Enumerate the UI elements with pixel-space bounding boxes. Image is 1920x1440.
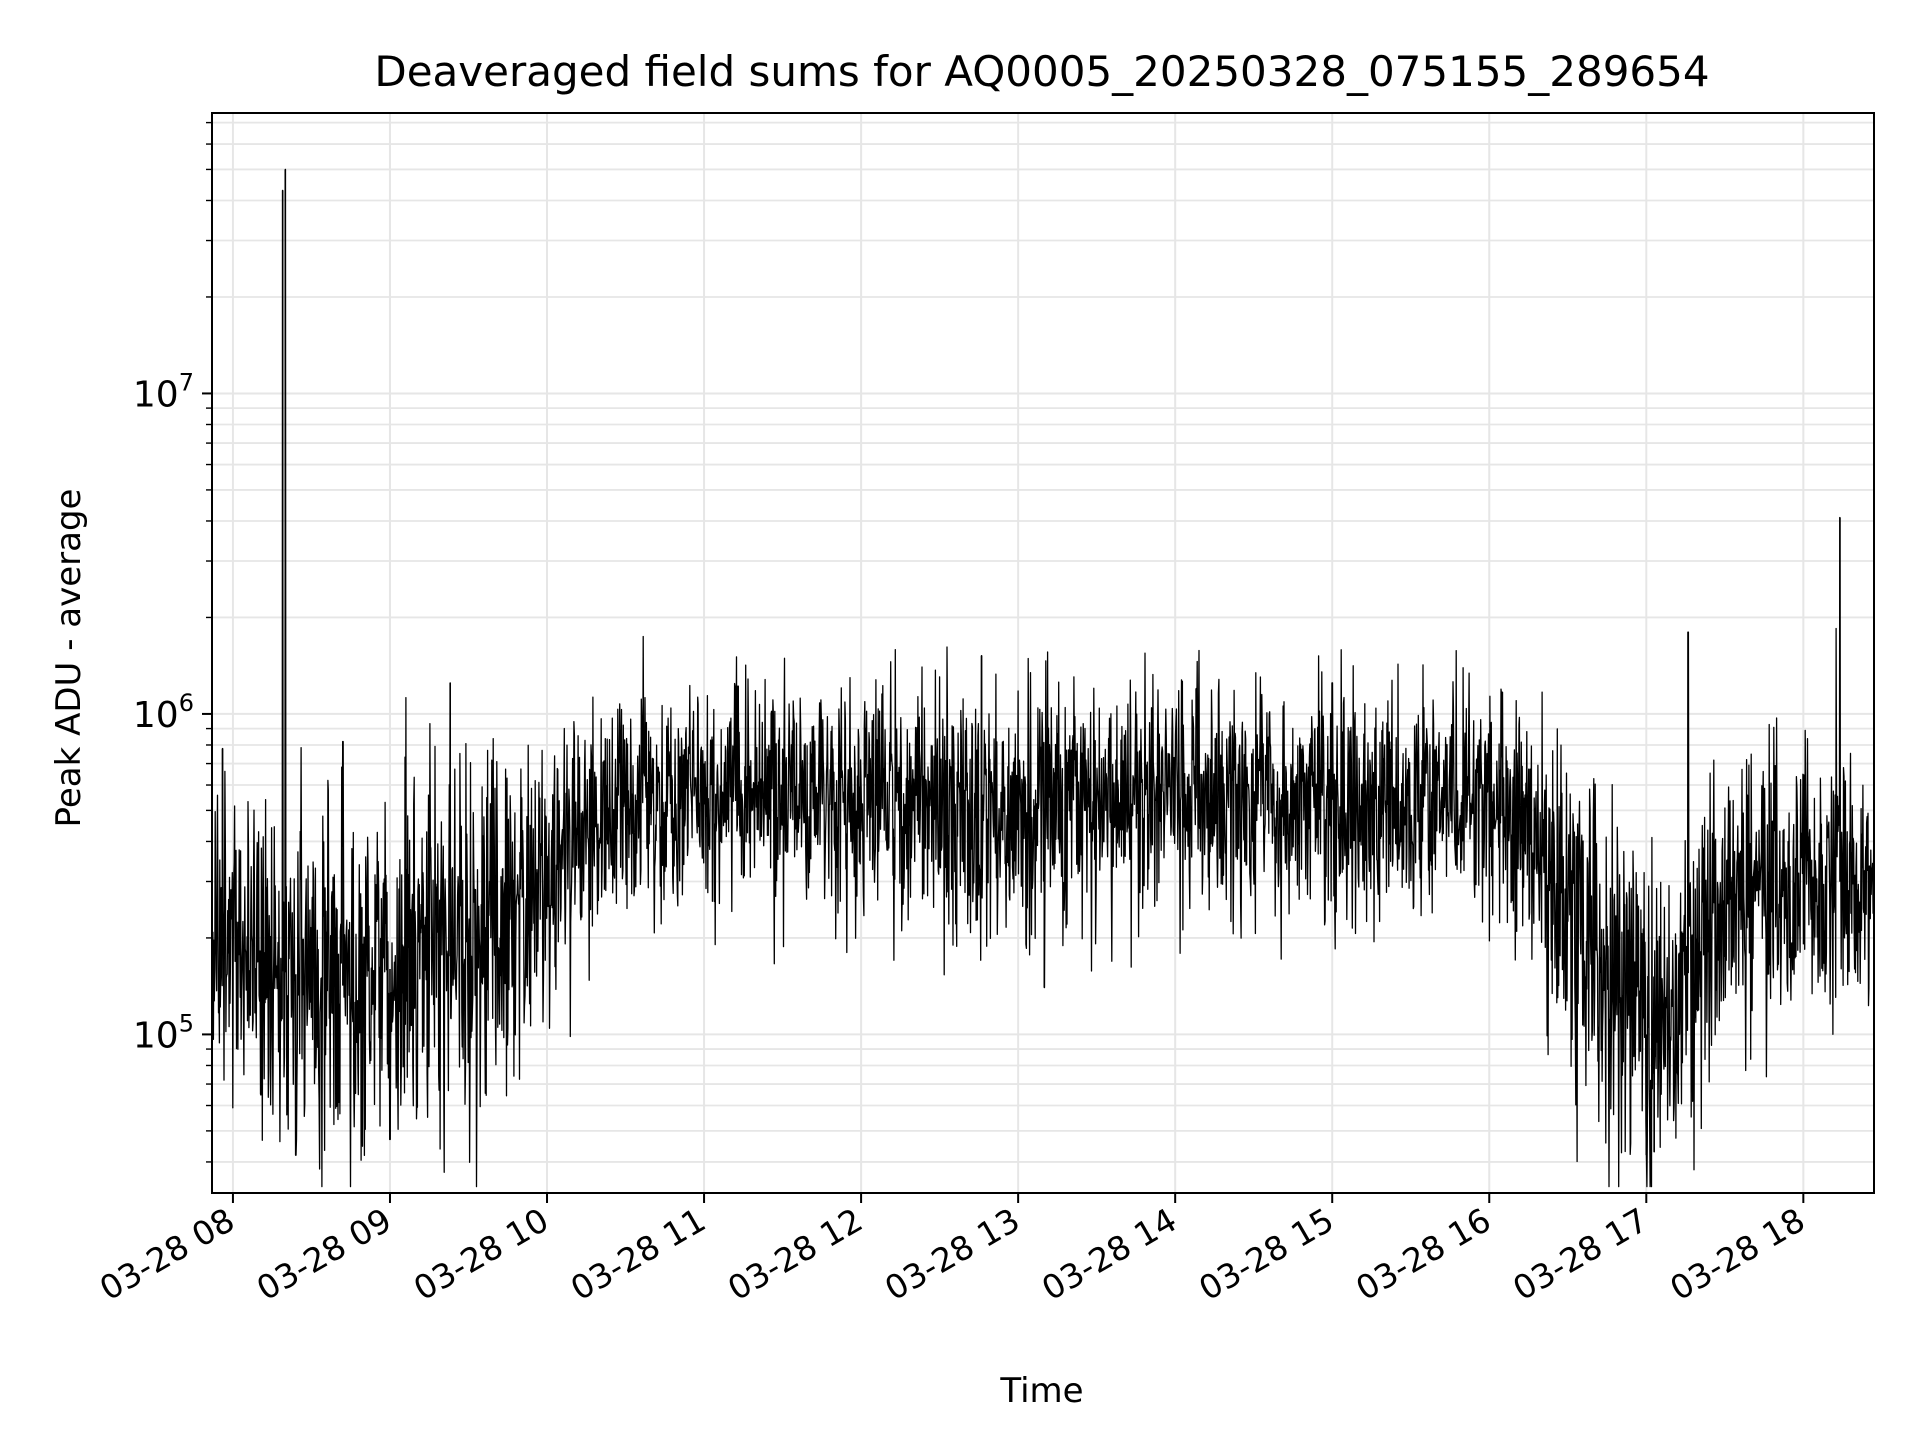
y-tick-label: 107 — [133, 368, 194, 415]
series-line — [211, 168, 1875, 1188]
plot-frame — [211, 112, 1875, 1194]
series-layer — [211, 168, 1875, 1188]
y-tick-base: 10 — [133, 1015, 179, 1056]
y-tick-exponent: 5 — [179, 1009, 194, 1037]
y-tick-label: 105 — [133, 1009, 194, 1056]
y-tick-exponent: 7 — [179, 368, 194, 396]
y-tick-exponent: 6 — [179, 689, 194, 717]
y-tick-base: 10 — [133, 695, 179, 736]
y-tick-base: 10 — [133, 374, 179, 415]
y-axis-label: Peak ADU - average — [49, 489, 89, 828]
y-tick-label: 106 — [133, 689, 194, 736]
chart-title: Deaveraged field sums for AQ0005_2025032… — [374, 47, 1709, 96]
x-axis-label: Time — [999, 1371, 1083, 1411]
